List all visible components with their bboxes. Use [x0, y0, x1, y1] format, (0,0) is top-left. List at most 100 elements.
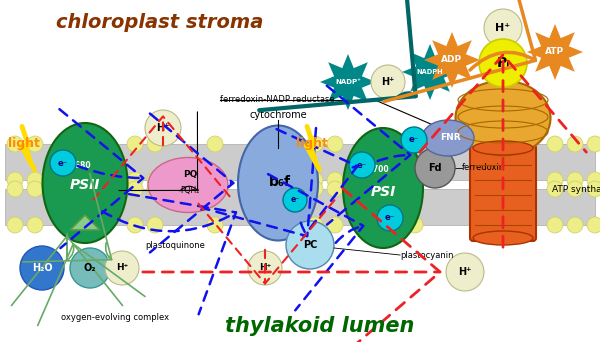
Circle shape [587, 217, 600, 233]
Circle shape [207, 136, 223, 152]
Ellipse shape [455, 80, 551, 156]
Circle shape [484, 9, 522, 47]
Circle shape [371, 65, 405, 99]
Circle shape [7, 181, 23, 197]
Circle shape [307, 172, 323, 188]
Circle shape [127, 217, 143, 233]
Circle shape [407, 181, 423, 197]
Text: b₆f: b₆f [269, 175, 291, 189]
Text: H₂O: H₂O [32, 263, 52, 273]
Circle shape [7, 172, 23, 188]
Text: plastoquinone: plastoquinone [145, 240, 205, 250]
Text: ADP: ADP [442, 55, 463, 65]
Text: P700: P700 [367, 166, 389, 174]
Polygon shape [527, 24, 583, 80]
Circle shape [567, 181, 583, 197]
Circle shape [547, 217, 563, 233]
Text: ferredoxin: ferredoxin [462, 163, 505, 172]
Text: ATP: ATP [545, 48, 565, 56]
Circle shape [377, 205, 403, 231]
Circle shape [415, 148, 455, 188]
Circle shape [307, 136, 323, 152]
Text: light: light [8, 137, 40, 150]
Circle shape [248, 251, 282, 285]
Text: ATP synthase: ATP synthase [552, 185, 600, 195]
Circle shape [446, 253, 484, 291]
Circle shape [547, 181, 563, 197]
Circle shape [567, 136, 583, 152]
Text: plastocyanin: plastocyanin [400, 250, 454, 260]
Text: e⁻: e⁻ [385, 213, 395, 223]
Polygon shape [21, 127, 34, 170]
Circle shape [567, 172, 583, 188]
Text: e⁻: e⁻ [290, 196, 299, 205]
Polygon shape [424, 32, 480, 88]
Text: NADP⁺: NADP⁺ [335, 79, 361, 85]
Ellipse shape [473, 231, 533, 245]
Text: e⁻: e⁻ [409, 135, 419, 145]
Circle shape [307, 217, 323, 233]
Text: O₂: O₂ [84, 263, 96, 273]
Text: FNR: FNR [440, 133, 460, 143]
Circle shape [127, 181, 143, 197]
Circle shape [587, 172, 600, 188]
Circle shape [283, 188, 307, 212]
Text: H⁺: H⁺ [116, 263, 128, 273]
Text: ferredoxin-NADP reductase: ferredoxin-NADP reductase [220, 95, 335, 105]
Text: P680: P680 [69, 160, 91, 170]
Text: PSII: PSII [70, 178, 100, 192]
Circle shape [27, 172, 43, 188]
Text: PQ: PQ [183, 171, 197, 180]
Text: H⁺: H⁺ [259, 263, 271, 273]
Circle shape [27, 136, 43, 152]
Bar [5, 144, 595, 180]
Circle shape [147, 136, 163, 152]
Circle shape [70, 248, 110, 288]
Text: NADPH: NADPH [416, 69, 443, 75]
Ellipse shape [43, 123, 128, 243]
Circle shape [127, 172, 143, 188]
Circle shape [327, 172, 343, 188]
Circle shape [327, 181, 343, 197]
Circle shape [327, 217, 343, 233]
Circle shape [349, 152, 375, 178]
Text: PQH₂: PQH₂ [181, 185, 200, 195]
FancyBboxPatch shape [470, 145, 536, 241]
Circle shape [147, 181, 163, 197]
Text: light: light [296, 137, 328, 150]
Circle shape [147, 217, 163, 233]
Ellipse shape [343, 128, 423, 248]
Bar [5, 189, 595, 225]
Circle shape [7, 217, 23, 233]
Circle shape [327, 136, 343, 152]
Text: thylakoid lumen: thylakoid lumen [226, 316, 415, 336]
Text: oxygen-evolving complex: oxygen-evolving complex [61, 314, 169, 323]
Text: e⁻: e⁻ [58, 158, 68, 168]
Text: e⁻: e⁻ [357, 160, 367, 170]
Circle shape [207, 172, 223, 188]
Polygon shape [320, 54, 376, 110]
Circle shape [20, 246, 64, 290]
Text: PC: PC [303, 240, 317, 250]
Circle shape [547, 136, 563, 152]
Text: Pᵢ: Pᵢ [496, 56, 509, 70]
Circle shape [407, 172, 423, 188]
Circle shape [207, 181, 223, 197]
Text: cytochrome: cytochrome [249, 110, 307, 120]
Circle shape [547, 172, 563, 188]
Circle shape [105, 251, 139, 285]
Circle shape [27, 181, 43, 197]
Circle shape [127, 136, 143, 152]
Circle shape [407, 217, 423, 233]
Circle shape [587, 136, 600, 152]
Ellipse shape [238, 126, 318, 240]
Circle shape [207, 217, 223, 233]
Circle shape [27, 217, 43, 233]
Text: PSI: PSI [370, 185, 395, 199]
Text: H⁺: H⁺ [157, 123, 170, 133]
Ellipse shape [473, 141, 533, 155]
Text: Fd: Fd [428, 163, 442, 173]
Polygon shape [70, 215, 100, 230]
Text: H⁺: H⁺ [496, 23, 511, 33]
Circle shape [307, 181, 323, 197]
